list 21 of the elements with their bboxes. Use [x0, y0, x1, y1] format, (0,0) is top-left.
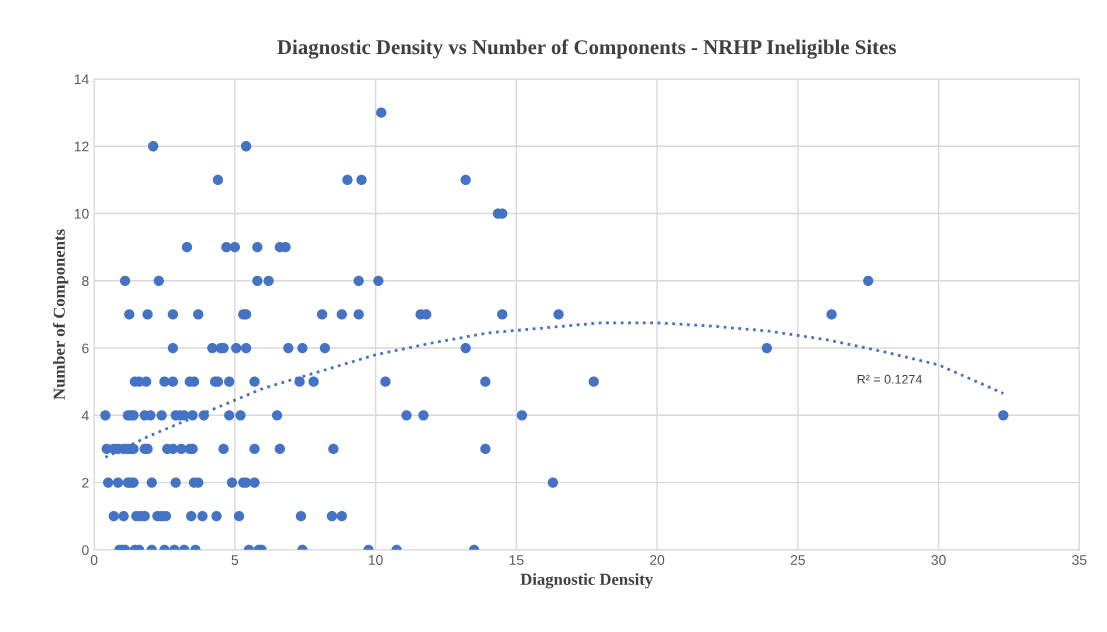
- x-tick-label: 25: [790, 555, 805, 565]
- x-tick-label: 10: [368, 555, 383, 565]
- y-tick-label: 2: [82, 477, 89, 488]
- y-tick-label: 10: [74, 208, 89, 219]
- x-tick-label: 35: [1072, 555, 1087, 565]
- x-tick-label: 15: [509, 555, 524, 565]
- y-tick-label: 4: [81, 410, 89, 421]
- y-tick-label: 6: [82, 343, 89, 354]
- x-tick-label: 20: [650, 555, 665, 565]
- y-tick-label: 8: [82, 276, 89, 286]
- y-tick-label: 14: [74, 74, 89, 85]
- x-tick-label: 5: [231, 555, 239, 565]
- chart-title: Diagnostic Density vs Number of Components - NRHP Ineligible Sites: [277, 39, 896, 59]
- y-axis-title: Number of Components: [52, 229, 69, 400]
- y-tick-label: 0: [82, 545, 89, 556]
- annotation: R² = 0.1274: [857, 374, 922, 384]
- x-axis-title: Diagnostic Density: [520, 573, 653, 589]
- x-tick-label: 0: [90, 555, 98, 565]
- y-tick-label: 12: [74, 141, 89, 152]
- x-tick-label: 30: [931, 555, 946, 565]
- line-series: [103, 321, 1005, 459]
